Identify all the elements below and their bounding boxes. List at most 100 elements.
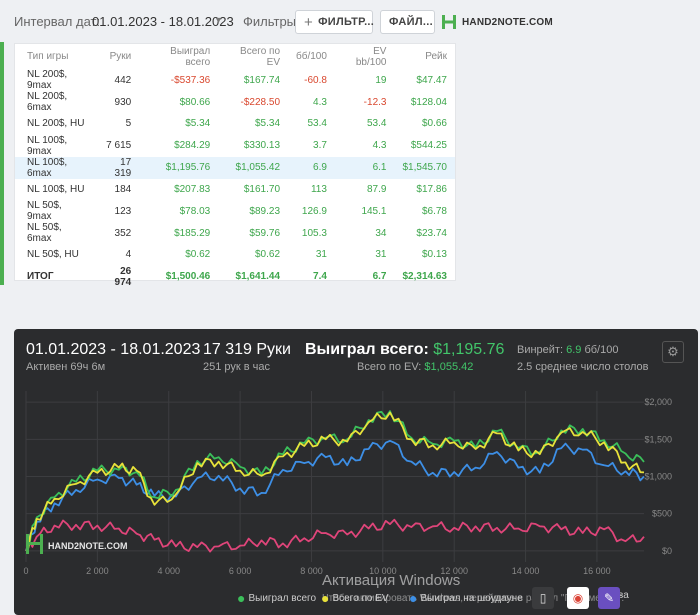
table-cell: 145.1 bbox=[361, 205, 387, 217]
table-row[interactable]: NL 100$, 6max 17 319 $1,195.76 $1,055.42 6.9… bbox=[15, 156, 455, 179]
table-cell: $78.03 bbox=[179, 205, 211, 217]
series-showdown-line bbox=[25, 439, 645, 552]
table-cell: $330.13 bbox=[243, 140, 281, 151]
table-cell: 352 bbox=[114, 227, 132, 239]
table-cell: 31 bbox=[315, 249, 327, 261]
chart-series bbox=[25, 410, 645, 553]
table-cell: 4.3 bbox=[372, 140, 387, 151]
legend-ev[interactable]: ● Всего по EV bbox=[321, 590, 389, 606]
ev-total-label: Всего по EV: bbox=[357, 361, 422, 373]
table-cell: $284.29 bbox=[174, 140, 211, 151]
table-cell: $185.29 bbox=[174, 227, 211, 239]
legend-nonshowdown-label: ва bbox=[618, 590, 629, 601]
x-tick-label: 12 000 bbox=[440, 566, 468, 576]
table-cell: $5.34 bbox=[254, 118, 281, 130]
table-row[interactable]: NL 50$, 9max 123 $78.03 $89.23 126.9 145.1 $6.… bbox=[15, 200, 455, 222]
legend-ev-label: Всего по EV bbox=[332, 593, 389, 604]
column-header[interactable]: бб/100 bbox=[296, 51, 327, 62]
usb-drive-icon[interactable]: ▯ bbox=[532, 587, 554, 609]
column-header[interactable]: Руки bbox=[109, 51, 132, 62]
legend-won-label: Выиграл всего bbox=[248, 593, 317, 604]
series-ev-line bbox=[25, 411, 645, 552]
y-tick-label: $500 bbox=[652, 509, 672, 519]
table-cell: $128.04 bbox=[410, 96, 447, 108]
table-cell: $207.83 bbox=[174, 183, 211, 195]
filters-label: Фильтры: bbox=[243, 14, 300, 29]
x-axis-ticks: 0 2 000 4 000 6 000 8 000 10 000 12 000 14 000 1… bbox=[23, 566, 610, 576]
table-cell: 105.3 bbox=[301, 227, 327, 239]
table-row[interactable]: NL 200$, 6max 930 $80.66 -$228.50 4.3 -12.3 $1… bbox=[15, 91, 455, 113]
winrate-value: 6.9 bbox=[566, 344, 582, 356]
gear-icon[interactable]: ⚙ bbox=[662, 341, 684, 363]
table-cell: NL 100$, 6max bbox=[15, 156, 95, 179]
avg-tables: 2.5 среднее число столов bbox=[517, 361, 649, 373]
file-button[interactable]: ФАЙЛ... bbox=[380, 10, 435, 34]
y-tick-label: $2,000 bbox=[644, 397, 672, 407]
chrome-icon[interactable]: ◉ bbox=[567, 587, 589, 609]
table-cell: ИТОГ bbox=[27, 271, 54, 282]
table-cell: 442 bbox=[114, 74, 132, 86]
table-cell: 6.1 bbox=[334, 156, 395, 179]
chart-logo-icon bbox=[26, 534, 29, 554]
column-header[interactable]: Выиграл всего bbox=[170, 45, 211, 68]
legend-showdown[interactable]: ● Выиграл на шоудауне bbox=[409, 590, 523, 606]
x-tick-label: 0 bbox=[23, 566, 28, 576]
won-total-label: Выиграл всего: bbox=[305, 341, 429, 358]
column-header[interactable]: Тип игры bbox=[27, 51, 69, 62]
legend-won[interactable]: ● Выиграл всего bbox=[237, 590, 316, 606]
table-cell: $0.13 bbox=[421, 249, 447, 261]
interval-label: Интервал дат: bbox=[14, 14, 101, 29]
table-cell: 184 bbox=[114, 183, 132, 195]
table-cell: NL 100$, 9max bbox=[27, 134, 68, 157]
table-cell: $161.70 bbox=[243, 183, 281, 195]
column-header[interactable]: Всего по EV bbox=[240, 45, 281, 68]
chevron-down-icon[interactable]: ▼ bbox=[214, 15, 223, 25]
table-row[interactable]: NL 50$, 6max 352 $185.29 $59.76 105.3 34 $23.7… bbox=[15, 222, 455, 244]
active-time: Активен 69ч 6м bbox=[26, 361, 106, 373]
legend-nonshowdown[interactable]: ва bbox=[618, 590, 629, 601]
table-cell: $80.66 bbox=[179, 96, 211, 108]
table-cell: 19 bbox=[375, 74, 387, 86]
table-cell: $5.34 bbox=[185, 118, 211, 130]
hand2note-logo-icon bbox=[442, 15, 456, 29]
table-cell: 53.4 bbox=[307, 118, 327, 130]
column-header[interactable]: EV bb/100 bbox=[355, 45, 387, 68]
table-row[interactable]: NL 100$, HU 184 $207.83 $161.70 113 87.9 $17.8… bbox=[15, 179, 455, 201]
file-button-label: ФАЙЛ... bbox=[389, 16, 433, 28]
table-cell: NL 50$, 6max bbox=[27, 222, 62, 244]
table-row[interactable]: NL 200$, 9max 442 -$537.36 $167.74 -60.8 19 $4… bbox=[15, 69, 455, 91]
table-cell: NL 200$, HU bbox=[27, 118, 85, 130]
table-cell: $1,055.42 bbox=[218, 156, 289, 179]
table-cell: $1,195.76 bbox=[139, 156, 219, 179]
column-header[interactable]: Рейк bbox=[425, 51, 447, 62]
windows-activation-subtitle: Чтобы активировать Windows, перейдите в … bbox=[322, 593, 625, 604]
date-range-picker[interactable]: 01.01.2023 - 18.01.2023 bbox=[92, 14, 234, 29]
table-row[interactable]: NL 50$, HU 4 $0.62 $0.62 31 31 $0.13 bbox=[15, 244, 455, 266]
series-nonshowdown-line bbox=[25, 518, 645, 553]
table-cell: NL 200$, 6max bbox=[27, 91, 68, 113]
plus-icon: + bbox=[304, 13, 314, 31]
table-cell: 34 bbox=[375, 227, 387, 239]
x-tick-label: 6 000 bbox=[229, 566, 252, 576]
table-cell: $1,500.46 bbox=[165, 271, 211, 282]
table-cell: $1,641.44 bbox=[235, 271, 281, 282]
filter-button-label: ФИЛЬТР... bbox=[318, 16, 375, 28]
chart-logo-text: HAND2NOTE.COM bbox=[48, 541, 128, 551]
table-row[interactable]: NL 200$, HU 5 $5.34 $5.34 53.4 53.4 $0.66 bbox=[15, 113, 455, 135]
table-cell: $167.74 bbox=[243, 74, 281, 86]
stats-table-card: Тип игры Руки Выиграл всего Всего по EV … bbox=[14, 43, 456, 288]
ev-total: Всего по EV: $1,055.42 bbox=[357, 361, 473, 373]
pen-app-icon[interactable]: ✎ bbox=[598, 587, 620, 609]
y-tick-label: $1,500 bbox=[644, 434, 672, 444]
table-row[interactable]: NL 100$, 9max 7 615 $284.29 $330.13 3.7 4.3 $5… bbox=[15, 135, 455, 157]
filter-bar: Интервал дат: 01.01.2023 - 18.01.2023 ▼ … bbox=[0, 0, 700, 42]
chart-grid bbox=[25, 391, 644, 562]
filter-button[interactable]: + ФИЛЬТР... bbox=[295, 10, 375, 34]
table-total-row[interactable]: ИТОГ 26 974 $1,500.46 $1,641.44 7.4 6.7 $2,314… bbox=[15, 266, 455, 288]
chart-logo: HAND2NOTE.COM bbox=[26, 534, 128, 554]
legend-showdown-swatch: ● bbox=[409, 590, 418, 606]
table-cell: 3.7 bbox=[313, 140, 327, 151]
y-axis-ticks: $0 $500 $1,000 $1,500 $2,000 bbox=[644, 397, 672, 556]
table-cell: NL 100$, HU bbox=[27, 183, 85, 195]
table-cell: NL 50$, 9max bbox=[27, 200, 62, 222]
